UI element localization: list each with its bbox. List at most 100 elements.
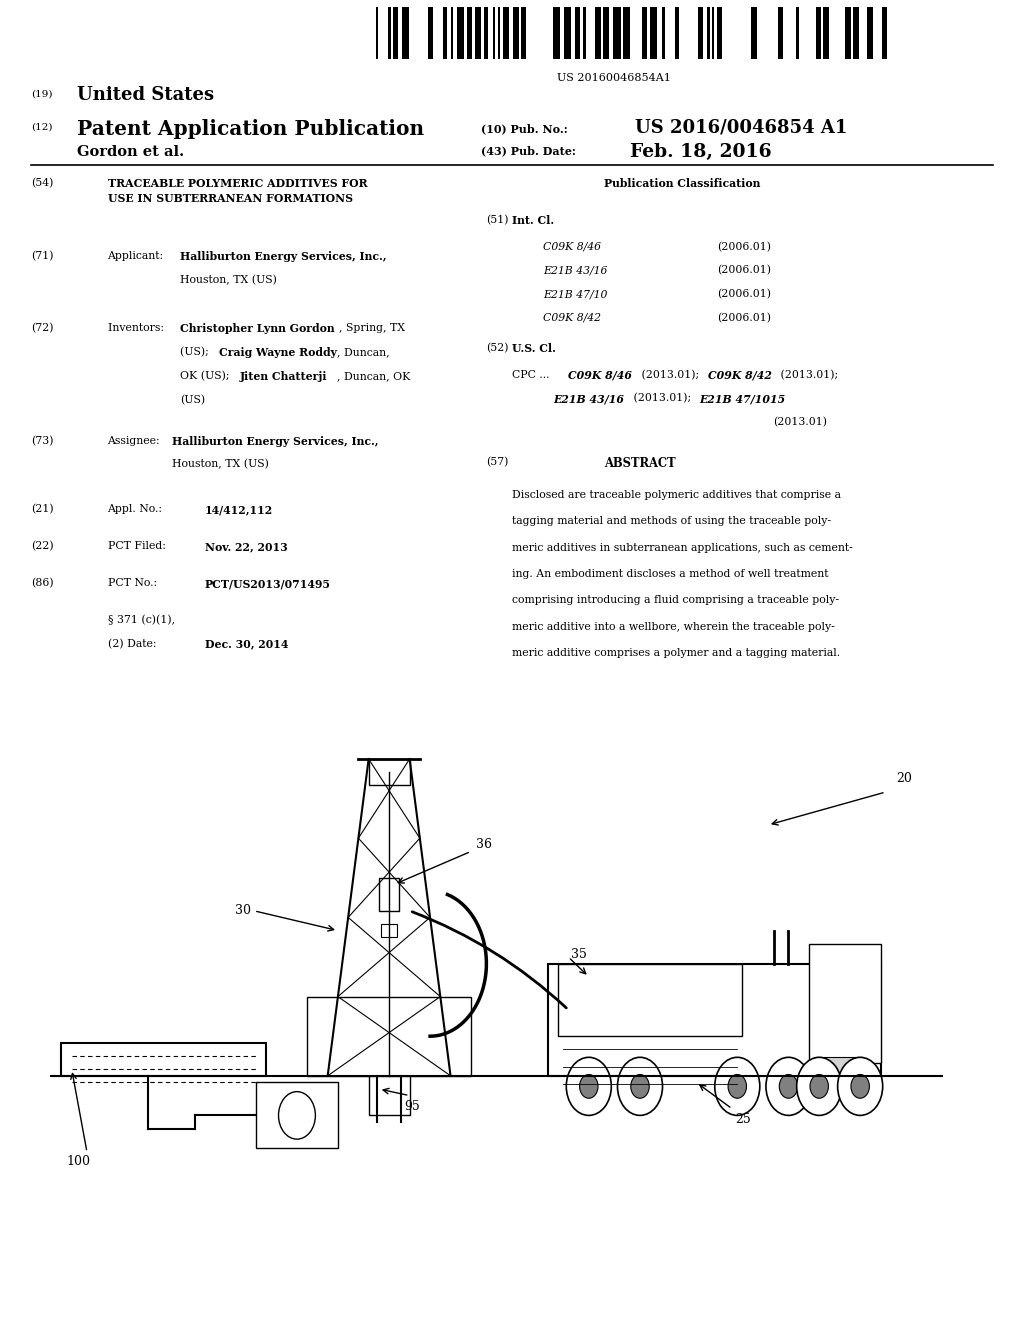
Text: (19): (19) [31, 90, 52, 99]
Text: , Duncan, OK: , Duncan, OK [337, 371, 411, 381]
Text: Jiten Chatterji: Jiten Chatterji [240, 371, 327, 381]
Text: E21B 47/1015: E21B 47/1015 [699, 393, 785, 404]
Text: (2006.01): (2006.01) [717, 313, 771, 323]
Circle shape [779, 1074, 798, 1098]
Bar [809, 944, 881, 1063]
Bar [712, 7, 714, 59]
Text: US 20160046854A1: US 20160046854A1 [557, 73, 672, 83]
Text: Assignee:: Assignee: [108, 436, 164, 446]
Bar [717, 7, 722, 59]
Bar [583, 7, 586, 59]
Text: tagging material and methods of using the traceable poly-: tagging material and methods of using th… [512, 516, 831, 527]
Bar [402, 7, 409, 59]
Bar [814, 1057, 860, 1086]
Bar [613, 7, 621, 59]
Text: Houston, TX (US): Houston, TX (US) [180, 275, 278, 285]
Text: Feb. 18, 2016: Feb. 18, 2016 [630, 143, 771, 161]
Bar [603, 7, 609, 59]
Text: E21B 47/10: E21B 47/10 [543, 289, 607, 300]
Bar [778, 7, 783, 59]
Text: (54): (54) [31, 178, 53, 189]
Bar [548, 964, 881, 1076]
Bar [498, 7, 500, 59]
Bar [369, 759, 410, 785]
Bar [707, 7, 710, 59]
Text: 30: 30 [234, 904, 251, 917]
Text: Patent Application Publication: Patent Application Publication [77, 119, 424, 139]
Circle shape [851, 1074, 869, 1098]
Text: (72): (72) [31, 323, 53, 334]
Text: § 371 (c)(1),: § 371 (c)(1), [108, 615, 175, 626]
Bar [393, 7, 398, 59]
Bar [595, 7, 601, 59]
Circle shape [715, 1057, 760, 1115]
Text: (2006.01): (2006.01) [717, 265, 771, 276]
Circle shape [810, 1074, 828, 1098]
Bar [475, 7, 481, 59]
Bar [457, 7, 464, 59]
Text: (86): (86) [31, 578, 53, 589]
Bar [882, 7, 887, 59]
Bar [553, 7, 560, 59]
Text: 36: 36 [476, 838, 493, 851]
Bar [381, 924, 397, 937]
Bar [484, 7, 488, 59]
Bar [816, 7, 821, 59]
Bar [650, 7, 657, 59]
Bar [388, 7, 391, 59]
Text: (2013.01);: (2013.01); [777, 370, 839, 380]
Text: United States: United States [77, 86, 214, 104]
Text: , Duncan,: , Duncan, [337, 347, 389, 358]
Bar [493, 7, 495, 59]
Text: (2013.01): (2013.01) [773, 417, 827, 428]
Text: Int. Cl.: Int. Cl. [512, 215, 554, 226]
Text: C09K 8/42: C09K 8/42 [708, 370, 772, 380]
Text: OK (US);: OK (US); [180, 371, 233, 381]
Text: Appl. No.:: Appl. No.: [108, 504, 163, 515]
Text: (US): (US) [180, 395, 206, 405]
Circle shape [797, 1057, 842, 1115]
Bar [376, 7, 378, 59]
Text: (2) Date:: (2) Date: [108, 639, 156, 649]
Text: Halliburton Energy Services, Inc.,: Halliburton Energy Services, Inc., [180, 251, 387, 261]
Bar [443, 7, 447, 59]
Circle shape [838, 1057, 883, 1115]
Text: Craig Wayne Roddy: Craig Wayne Roddy [219, 347, 337, 358]
Text: 35: 35 [571, 948, 588, 961]
Bar [698, 7, 703, 59]
Bar [369, 1076, 410, 1115]
Text: 100: 100 [67, 1155, 90, 1168]
Text: (2013.01);: (2013.01); [630, 393, 691, 404]
Bar [642, 7, 647, 59]
Text: (52): (52) [486, 343, 509, 354]
Text: 14/412,112: 14/412,112 [205, 504, 273, 515]
Text: Applicant:: Applicant: [108, 251, 167, 261]
Bar [823, 7, 829, 59]
Text: C09K 8/42: C09K 8/42 [543, 313, 601, 323]
Bar [845, 7, 851, 59]
Text: ing. An embodiment discloses a method of well treatment: ing. An embodiment discloses a method of… [512, 569, 828, 579]
Text: Gordon et al.: Gordon et al. [77, 145, 184, 160]
Text: (51): (51) [486, 215, 509, 226]
Text: PCT Filed:: PCT Filed: [108, 541, 166, 552]
Text: Inventors:: Inventors: [108, 323, 167, 334]
Bar [751, 7, 757, 59]
Text: PCT/US2013/071495: PCT/US2013/071495 [205, 578, 331, 589]
Bar [675, 7, 679, 59]
Text: U.S. Cl.: U.S. Cl. [512, 343, 556, 354]
Text: (2006.01): (2006.01) [717, 242, 771, 252]
Text: (12): (12) [31, 123, 52, 132]
Bar [428, 7, 433, 59]
Bar [451, 7, 453, 59]
Circle shape [279, 1092, 315, 1139]
Text: 95: 95 [404, 1100, 420, 1113]
Text: Disclosed are traceable polymeric additives that comprise a: Disclosed are traceable polymeric additi… [512, 490, 841, 500]
Text: 25: 25 [735, 1113, 751, 1126]
Bar [307, 997, 471, 1076]
Text: meric additive into a wellbore, wherein the traceable poly-: meric additive into a wellbore, wherein … [512, 622, 835, 632]
Text: E21B 43/16: E21B 43/16 [543, 265, 607, 276]
Bar [623, 7, 630, 59]
Text: Halliburton Energy Services, Inc.,: Halliburton Energy Services, Inc., [172, 436, 379, 446]
Bar [867, 7, 873, 59]
Bar [662, 7, 665, 59]
